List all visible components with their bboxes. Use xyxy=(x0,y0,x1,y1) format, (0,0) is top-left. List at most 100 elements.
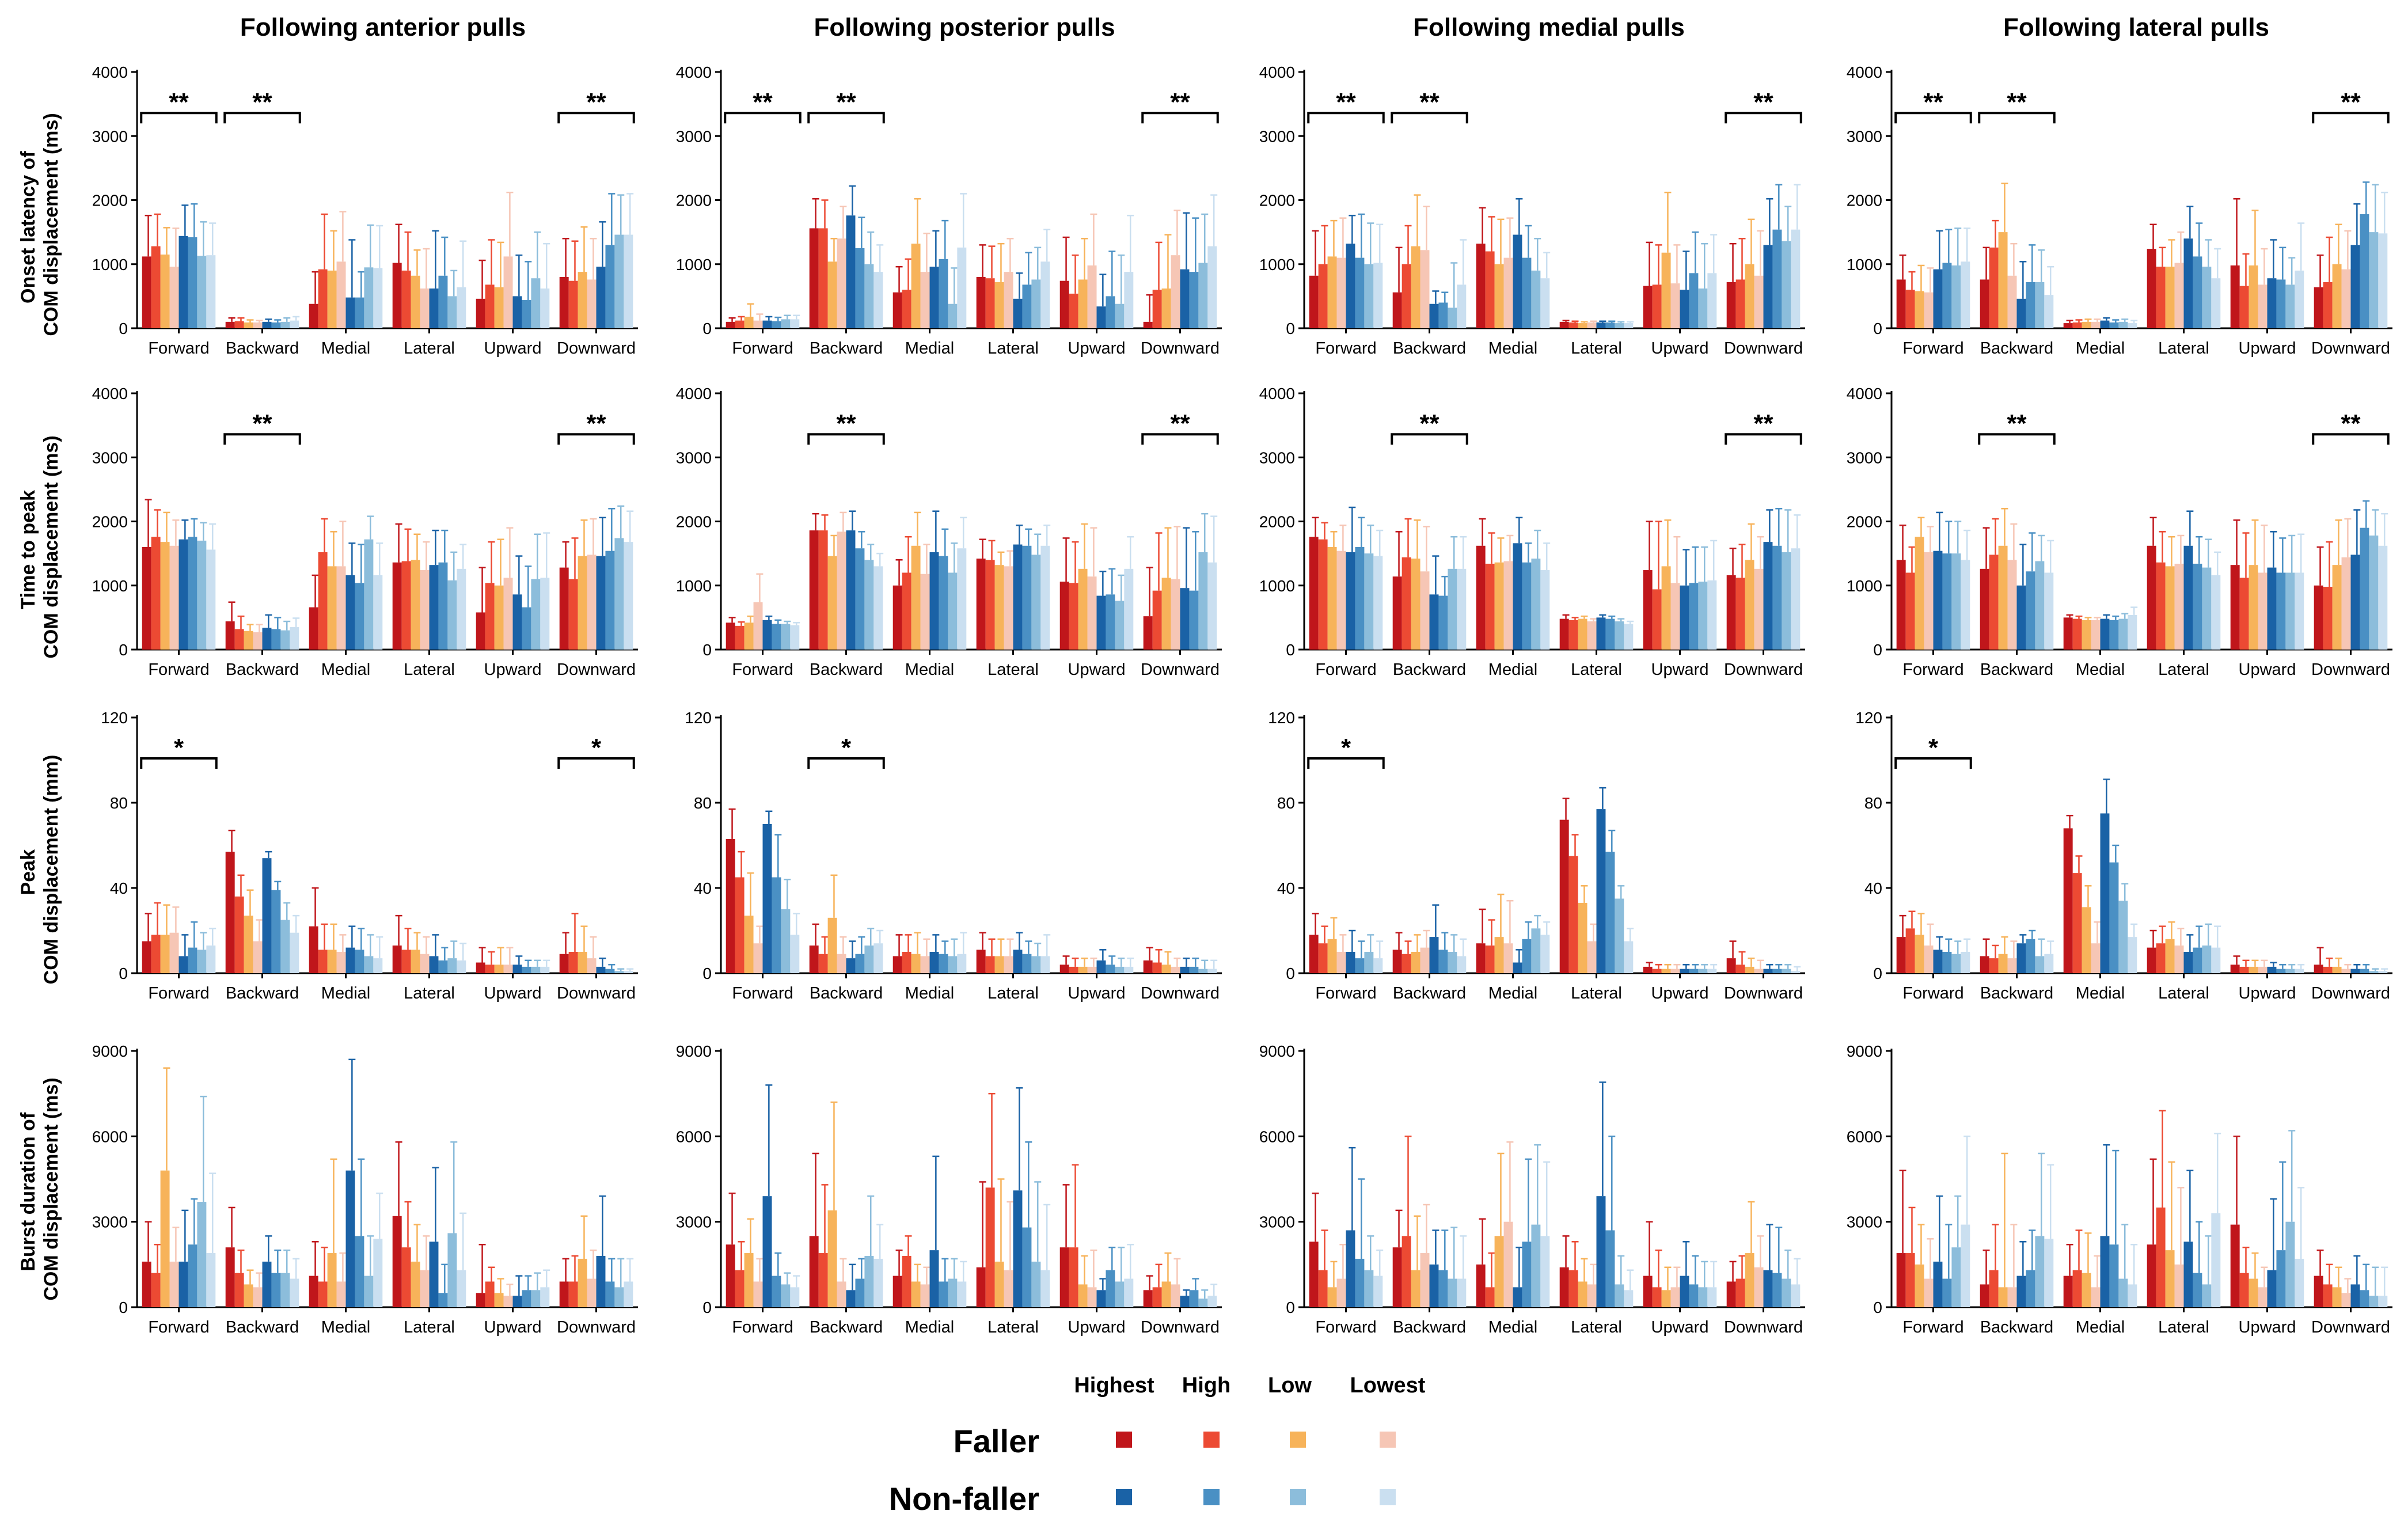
bar-downward-nonfaller-lowest xyxy=(2378,971,2388,973)
bar-backward-faller-highest xyxy=(225,852,235,973)
significance-line xyxy=(1307,757,1385,769)
category-label-forward: Forward xyxy=(148,339,209,358)
bar-downward-faller-low xyxy=(1161,1281,1171,1307)
bar-lateral-faller-high xyxy=(2156,267,2166,328)
y-tick-label: 4000 xyxy=(1847,63,1882,81)
bar-downward-faller-highest xyxy=(1726,282,1736,328)
bar-downward-faller-low xyxy=(1161,965,1171,973)
bar-medial-nonfaller-low xyxy=(2118,1278,2128,1307)
bar-downward-faller-lowest xyxy=(587,958,597,973)
significance-bracket: * xyxy=(807,734,885,769)
bar-lateral-nonfaller-lowest xyxy=(1624,624,1634,650)
bar-lateral-nonfaller-low xyxy=(2202,267,2212,328)
category-label-lateral: Lateral xyxy=(987,1318,1039,1337)
bar-forward-faller-high xyxy=(1318,1270,1328,1307)
panel-r2-c3: 0 1000 2000 3000 4000 Forward Backward Medial La… xyxy=(1259,385,1805,679)
bar-lateral-nonfaller-highest xyxy=(2183,545,2193,650)
bar-downward-faller-highest xyxy=(559,567,569,650)
bar-forward-nonfaller-high xyxy=(1942,263,1952,328)
bar-upward-nonfaller-highest xyxy=(512,594,522,650)
bar-downward-faller-high xyxy=(2323,1284,2333,1307)
category-label-forward: Forward xyxy=(1902,660,1963,679)
legend-swatch-nonfaller-highest xyxy=(1116,1489,1132,1505)
bar-downward-faller-low xyxy=(1161,289,1171,328)
significance-bracket: ** xyxy=(807,409,885,445)
bar-medial-faller-lowest xyxy=(336,1281,346,1307)
bar-upward-faller-high xyxy=(2239,966,2249,973)
bar-medial-faller-highest xyxy=(309,1276,318,1307)
bar-forward-nonfaller-high xyxy=(772,1276,781,1307)
bar-forward-faller-high xyxy=(151,246,161,328)
bar-downward-nonfaller-high xyxy=(2360,527,2369,650)
bar-downward-faller-highest xyxy=(559,954,569,973)
bar-forward-faller-lowest xyxy=(1336,551,1346,650)
y-tick-label: 4000 xyxy=(1259,385,1295,403)
significance-marker: ** xyxy=(1923,88,1943,116)
bar-lateral-faller-high xyxy=(1568,322,1578,328)
significance-bracket: ** xyxy=(1391,88,1468,124)
bar-upward-faller-low xyxy=(494,585,504,650)
bar-downward-nonfaller-highest xyxy=(596,267,606,328)
bar-backward-faller-high xyxy=(1989,555,1999,650)
y-tick-label: 6000 xyxy=(1259,1128,1295,1145)
bar-upward-faller-lowest xyxy=(2258,1287,2268,1307)
bar-lateral-faller-lowest xyxy=(1004,1270,1013,1307)
bar-forward-faller-highest xyxy=(726,321,735,328)
bar-lateral-nonfaller-lowest xyxy=(2211,947,2221,973)
category-label-lateral: Lateral xyxy=(2158,1318,2209,1337)
bar-downward-faller-high xyxy=(1152,962,1162,973)
bar-medial-nonfaller-highest xyxy=(2100,320,2110,328)
y-tick-label: 3000 xyxy=(1847,127,1882,145)
bar-forward-faller-high xyxy=(151,537,161,650)
bar-forward-nonfaller-high xyxy=(1355,1258,1365,1307)
bar-upward-faller-low xyxy=(1078,279,1088,328)
bar-backward-nonfaller-high xyxy=(1438,595,1448,650)
bar-upward-nonfaller-lowest xyxy=(1707,580,1717,650)
bar-lateral-nonfaller-low xyxy=(2202,1284,2212,1307)
bar-forward-faller-lowest xyxy=(169,267,179,328)
category-label-forward: Forward xyxy=(148,984,209,1003)
bar-medial-faller-low xyxy=(327,566,337,650)
bar-medial-nonfaller-lowest xyxy=(2128,1284,2137,1307)
significance-line xyxy=(1307,112,1385,124)
bar-lateral-faller-lowest xyxy=(1587,621,1597,650)
bar-lateral-nonfaller-high xyxy=(1605,618,1615,650)
bar-lateral-nonfaller-low xyxy=(1031,279,1041,328)
bar-upward-nonfaller-high xyxy=(1689,1284,1699,1307)
y-tick-label: 0 xyxy=(1286,320,1295,337)
bar-backward-nonfaller-lowest xyxy=(873,272,883,328)
bar-upward-nonfaller-high xyxy=(2276,279,2286,328)
legend-swatch-nonfaller-low xyxy=(1290,1489,1306,1505)
bar-backward-nonfaller-low xyxy=(280,630,290,650)
bar-forward-faller-low xyxy=(1327,256,1337,328)
panel-r3-c2: 0 40 80 120 Forward Backward Medial Lateral Upwa… xyxy=(685,709,1222,1003)
bar-backward-faller-high xyxy=(234,1273,244,1307)
bar-forward-nonfaller-high xyxy=(1355,958,1365,973)
bar-forward-faller-high xyxy=(151,935,161,973)
bar-downward-faller-high xyxy=(568,280,578,328)
significance-bracket: ** xyxy=(1894,88,1972,124)
bar-backward-nonfaller-high xyxy=(271,322,281,328)
bar-forward-nonfaller-high xyxy=(1355,257,1365,328)
bar-upward-faller-highest xyxy=(2230,565,2240,650)
bar-forward-faller-high xyxy=(1905,1253,1915,1307)
category-label-forward: Forward xyxy=(148,660,209,679)
category-label-upward: Upward xyxy=(2239,1318,2296,1337)
significance-bracket: ** xyxy=(1307,88,1385,124)
bar-forward-nonfaller-low xyxy=(197,540,207,650)
significance-line xyxy=(807,433,885,445)
bar-lateral-nonfaller-highest xyxy=(429,1242,439,1307)
bar-medial-nonfaller-highest xyxy=(929,1250,939,1307)
bar-lateral-faller-highest xyxy=(1559,321,1569,328)
y-tick-label: 3000 xyxy=(676,449,712,466)
bar-downward-faller-high xyxy=(1735,279,1745,328)
panel-r1-c1: 0 1000 2000 3000 4000 Forward Backward Medial La… xyxy=(92,63,638,358)
bar-upward-nonfaller-high xyxy=(522,607,531,650)
bar-backward-nonfaller-lowest xyxy=(873,566,883,650)
bar-medial-faller-lowest xyxy=(2091,1287,2101,1307)
bar-upward-nonfaller-low xyxy=(1115,303,1125,328)
significance-line xyxy=(557,433,635,445)
bar-lateral-nonfaller-lowest xyxy=(1624,323,1634,328)
category-label-medial: Medial xyxy=(1488,339,1537,358)
